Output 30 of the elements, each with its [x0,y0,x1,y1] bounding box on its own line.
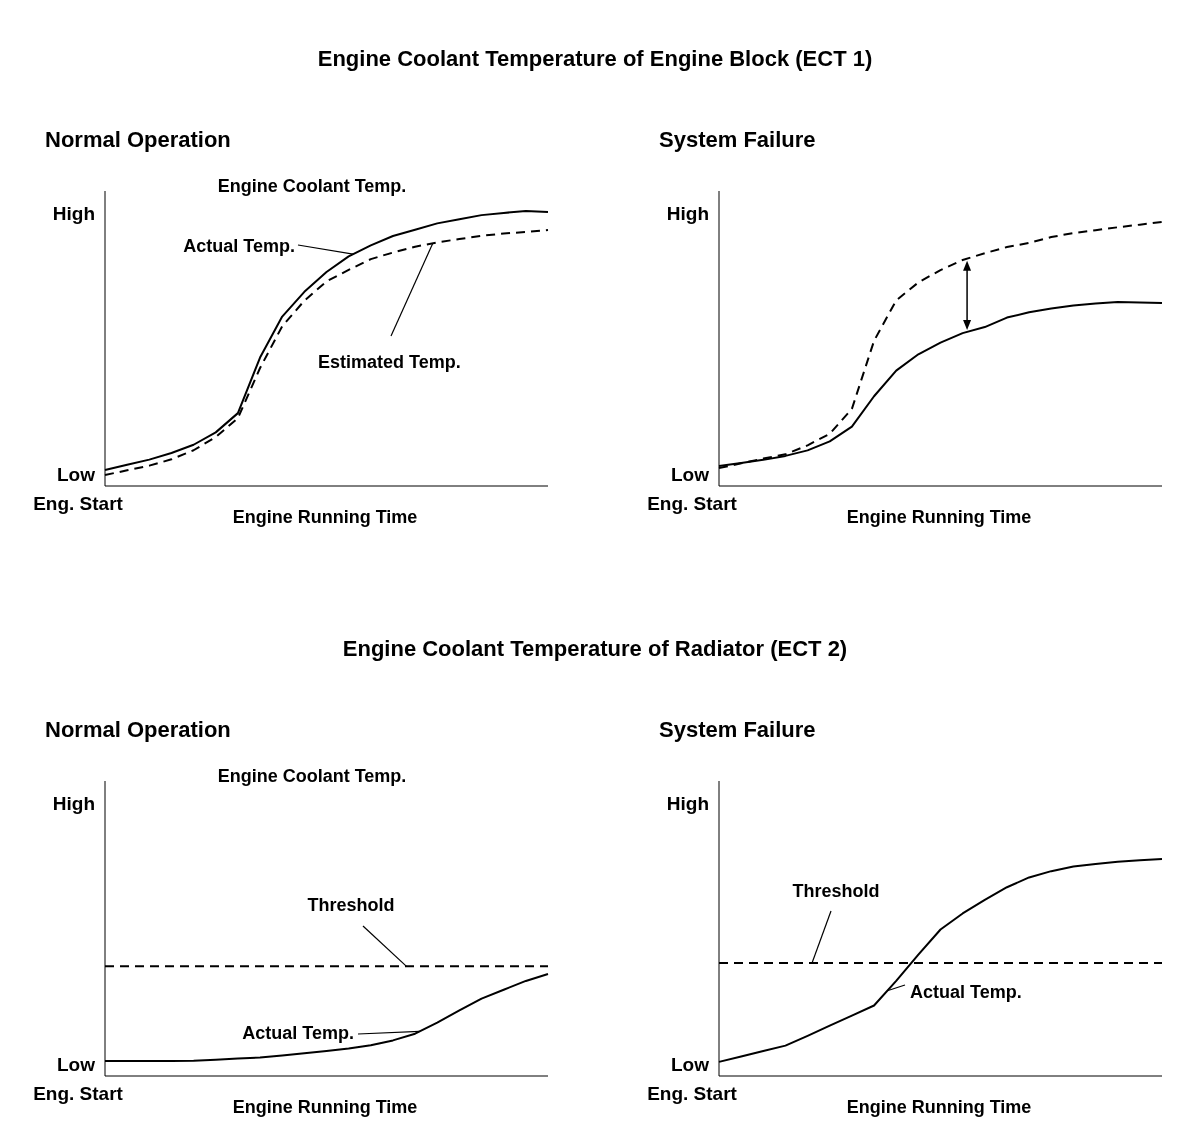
text: Engine Coolant Temperature of Engine Block (ECT 1) [317,46,873,71]
text: Engine Coolant Temp. [217,766,407,786]
text: Engine Coolant Temp. [217,176,407,196]
chart-subtitle: System Failure [659,717,816,742]
x-axis-title: Engine Running Time [232,1097,418,1117]
text: Low [671,1054,710,1075]
legend-label: Actual Temp. [242,1023,354,1043]
ref-line-label: Threshold [792,881,880,901]
ref-line-label: Threshold [307,895,395,915]
x-axis-title: Engine Running Time [846,1097,1032,1117]
x-axis-title: Engine Running Time [232,507,418,527]
chart-subtitle: Normal Operation [45,717,231,742]
text: High [52,203,95,224]
text: High [666,203,709,224]
text: Eng. Start [647,493,738,514]
text: Eng. Start [647,1083,738,1104]
text: Eng. Start [33,493,124,514]
text: Estimated Temp. [318,352,461,372]
x-axis-title: Engine Running Time [846,507,1032,527]
text: Low [671,464,710,485]
text: High [52,793,95,814]
legend-label: Actual Temp. [183,236,295,256]
chart-subtitle: System Failure [659,127,816,152]
chart-subtitle: Normal Operation [45,127,231,152]
text: Low [57,1054,96,1075]
legend-label: Actual Temp. [910,982,1022,1002]
text: High [666,793,709,814]
text: Eng. Start [33,1083,124,1104]
text: Engine Coolant Temperature of Radiator (ECT 2) [342,636,848,661]
text: Low [57,464,96,485]
